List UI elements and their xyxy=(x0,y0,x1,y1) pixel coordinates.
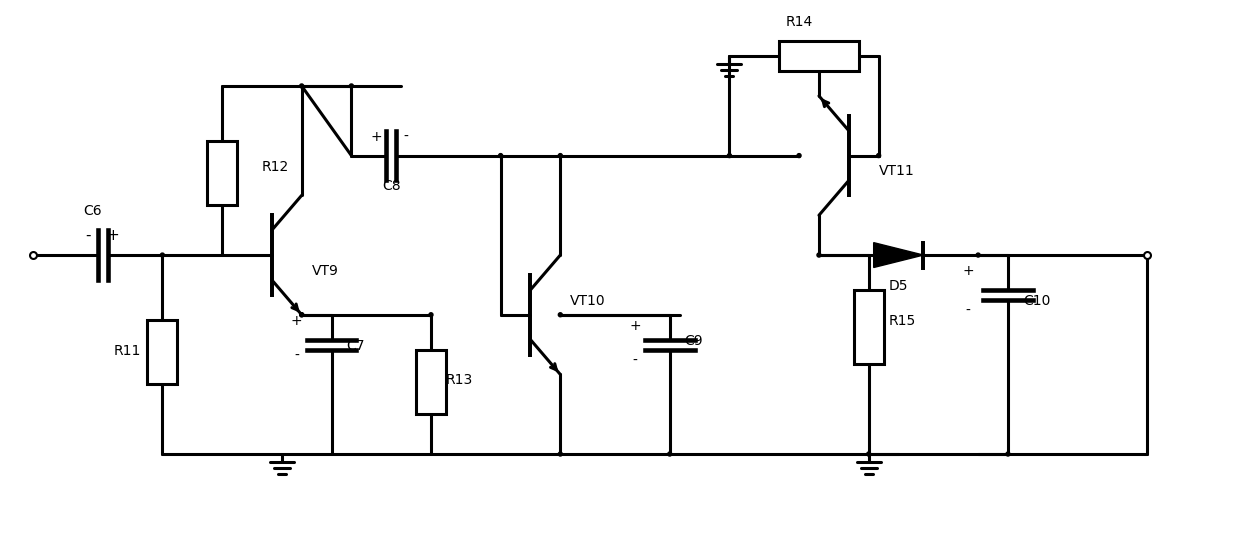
Text: C8: C8 xyxy=(382,179,401,193)
Circle shape xyxy=(558,452,562,456)
Circle shape xyxy=(350,84,353,88)
Circle shape xyxy=(728,154,732,158)
Circle shape xyxy=(498,154,502,158)
Text: R14: R14 xyxy=(785,16,812,29)
Text: R12: R12 xyxy=(262,159,289,173)
Text: +: + xyxy=(962,264,973,278)
Circle shape xyxy=(429,313,433,317)
Circle shape xyxy=(668,452,672,456)
Circle shape xyxy=(867,452,870,456)
Circle shape xyxy=(877,154,880,158)
Text: D5: D5 xyxy=(889,279,908,293)
Text: R11: R11 xyxy=(114,343,141,357)
Circle shape xyxy=(558,313,562,317)
Circle shape xyxy=(558,154,562,158)
Text: -: - xyxy=(86,228,91,243)
Text: +: + xyxy=(629,319,641,333)
Bar xyxy=(854,290,884,364)
Circle shape xyxy=(976,253,980,257)
Circle shape xyxy=(300,313,304,317)
Bar xyxy=(417,349,446,414)
Circle shape xyxy=(797,154,801,158)
Bar xyxy=(207,141,237,205)
Text: -: - xyxy=(632,354,637,368)
Circle shape xyxy=(160,253,165,257)
Circle shape xyxy=(1006,452,1009,456)
Text: C6: C6 xyxy=(83,204,102,218)
Text: +: + xyxy=(107,228,119,243)
Text: VT10: VT10 xyxy=(570,294,606,308)
Text: +: + xyxy=(371,129,382,144)
Polygon shape xyxy=(874,243,924,268)
Text: +: + xyxy=(291,314,303,328)
Circle shape xyxy=(300,84,304,88)
Circle shape xyxy=(300,313,304,317)
Text: R15: R15 xyxy=(889,314,916,328)
Bar xyxy=(779,41,859,71)
Text: VT11: VT11 xyxy=(879,164,914,179)
Text: -: - xyxy=(294,348,299,363)
Text: -: - xyxy=(404,129,408,144)
Text: VT9: VT9 xyxy=(311,264,339,278)
Bar xyxy=(148,320,177,384)
Text: C7: C7 xyxy=(346,339,365,353)
Text: R13: R13 xyxy=(446,373,474,387)
Text: C10: C10 xyxy=(1023,294,1050,308)
Circle shape xyxy=(817,253,821,257)
Text: -: - xyxy=(966,304,971,318)
Text: C9: C9 xyxy=(684,334,703,348)
